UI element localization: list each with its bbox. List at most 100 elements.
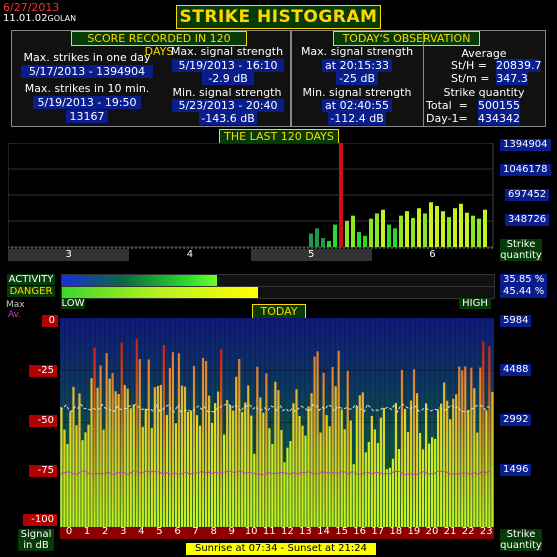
activity-label: ACTIVITY — [7, 274, 55, 285]
interval-bar — [280, 430, 283, 527]
interval-bar — [319, 432, 322, 527]
interval-bar — [467, 410, 470, 527]
interval-bar — [346, 370, 349, 527]
day-bar — [399, 215, 403, 247]
version-label: 11.01.02GOLAN — [3, 13, 76, 24]
interval-bar — [250, 415, 253, 527]
low-label: LOW — [61, 298, 85, 309]
interval-bar — [111, 373, 114, 527]
today-title: TODAY'S OBSERVATION — [333, 31, 480, 46]
hour-label: 22 — [461, 526, 475, 537]
hour-label: 18 — [389, 526, 403, 537]
hour-label: 16 — [353, 526, 367, 537]
max-10min-date: 5/19/2013 - 19:50 — [33, 96, 141, 109]
interval-bar — [488, 346, 491, 527]
signal-tick-100: -100 — [23, 514, 57, 526]
interval-bar — [75, 425, 78, 527]
date-label: 6/27/2013 — [3, 1, 60, 14]
sth-label: St/H = — [451, 59, 487, 72]
interval-bar — [286, 447, 289, 527]
interval-bar — [87, 424, 90, 527]
interval-bar — [207, 395, 211, 527]
average-label: Average — [461, 47, 507, 60]
interval-bar — [461, 370, 464, 527]
version-number: 11.01.02 — [3, 13, 48, 24]
last120-bars — [309, 143, 487, 247]
interval-bar — [60, 407, 63, 527]
interval-bar — [72, 386, 75, 527]
interval-bar — [214, 403, 217, 527]
signal-tick-50: -50 — [29, 415, 57, 427]
interval-bar — [159, 384, 162, 527]
day-bar — [309, 233, 313, 247]
interval-bar — [406, 431, 410, 527]
hour-label: 17 — [371, 526, 385, 537]
today-strike-quantity-label: Strike quantity — [500, 529, 542, 551]
interval-bar — [452, 398, 455, 527]
day-bar — [369, 218, 373, 247]
interval-bar — [96, 387, 99, 527]
interval-bar — [177, 353, 181, 527]
max-10min-value: 13167 — [66, 110, 108, 123]
interval-bar — [352, 464, 355, 527]
today-max-signal-time: at 20:15:33 — [322, 59, 392, 72]
day-bar — [375, 213, 379, 247]
day-bar — [441, 211, 445, 247]
sun-info: Sunrise at 07:34 - Sunset at 21:24 — [186, 543, 376, 555]
interval-bar — [90, 378, 93, 527]
day-bar — [435, 205, 439, 247]
interval-bar — [153, 387, 156, 527]
day-bar — [393, 228, 397, 247]
interval-bar — [440, 403, 443, 527]
hour-label: 10 — [244, 526, 258, 537]
danger-meter — [61, 286, 495, 299]
average-line — [60, 470, 492, 476]
interval-bar — [379, 417, 382, 527]
interval-bar — [217, 391, 220, 527]
interval-bar — [364, 452, 367, 527]
interval-bar — [370, 416, 373, 527]
day-bar — [381, 209, 385, 247]
divider — [423, 30, 424, 126]
interval-bar — [316, 351, 319, 527]
today-max-signal-value: -25 dB — [336, 72, 378, 85]
day-bar — [429, 202, 433, 247]
interval-bar — [156, 385, 159, 527]
interval-bar — [349, 420, 352, 527]
interval-bar — [455, 394, 458, 527]
interval-bar — [485, 410, 488, 527]
today-strike-line2: quantity — [500, 540, 542, 551]
interval-bar — [147, 359, 150, 527]
day-bar — [453, 208, 457, 247]
day-bar — [315, 228, 319, 247]
day-bar — [333, 224, 337, 247]
interval-bar — [391, 458, 395, 527]
max-line — [60, 403, 492, 414]
interval-bar — [307, 406, 310, 527]
interval-bar — [150, 428, 153, 527]
interval-bar — [253, 453, 256, 527]
stm-value: 347.3 — [496, 72, 528, 85]
quantity-tick-0: 5984 — [500, 315, 532, 327]
interval-bar — [289, 441, 292, 527]
month-label-0: 3 — [8, 249, 130, 261]
interval-bar — [232, 410, 235, 527]
hour-label: 9 — [228, 526, 235, 537]
interval-bar — [247, 385, 250, 527]
day-bar — [423, 213, 427, 247]
interval-bar — [78, 393, 81, 527]
interval-bar — [235, 376, 238, 527]
interval-bar — [210, 422, 214, 527]
activity-fill — [62, 275, 217, 286]
interval-bar — [238, 359, 241, 527]
interval-bar — [482, 341, 485, 527]
today-min-signal-time: at 02:40:55 — [322, 99, 392, 112]
interval-bar — [415, 393, 419, 527]
interval-bar — [427, 443, 431, 527]
signal-db-label: Signal in dB — [18, 529, 54, 551]
hour-label: 11 — [262, 526, 276, 537]
page-title: STRIKE HISTOGRAM — [176, 5, 381, 29]
interval-bar — [470, 367, 473, 527]
interval-bar — [226, 400, 229, 527]
interval-bar — [400, 370, 404, 527]
